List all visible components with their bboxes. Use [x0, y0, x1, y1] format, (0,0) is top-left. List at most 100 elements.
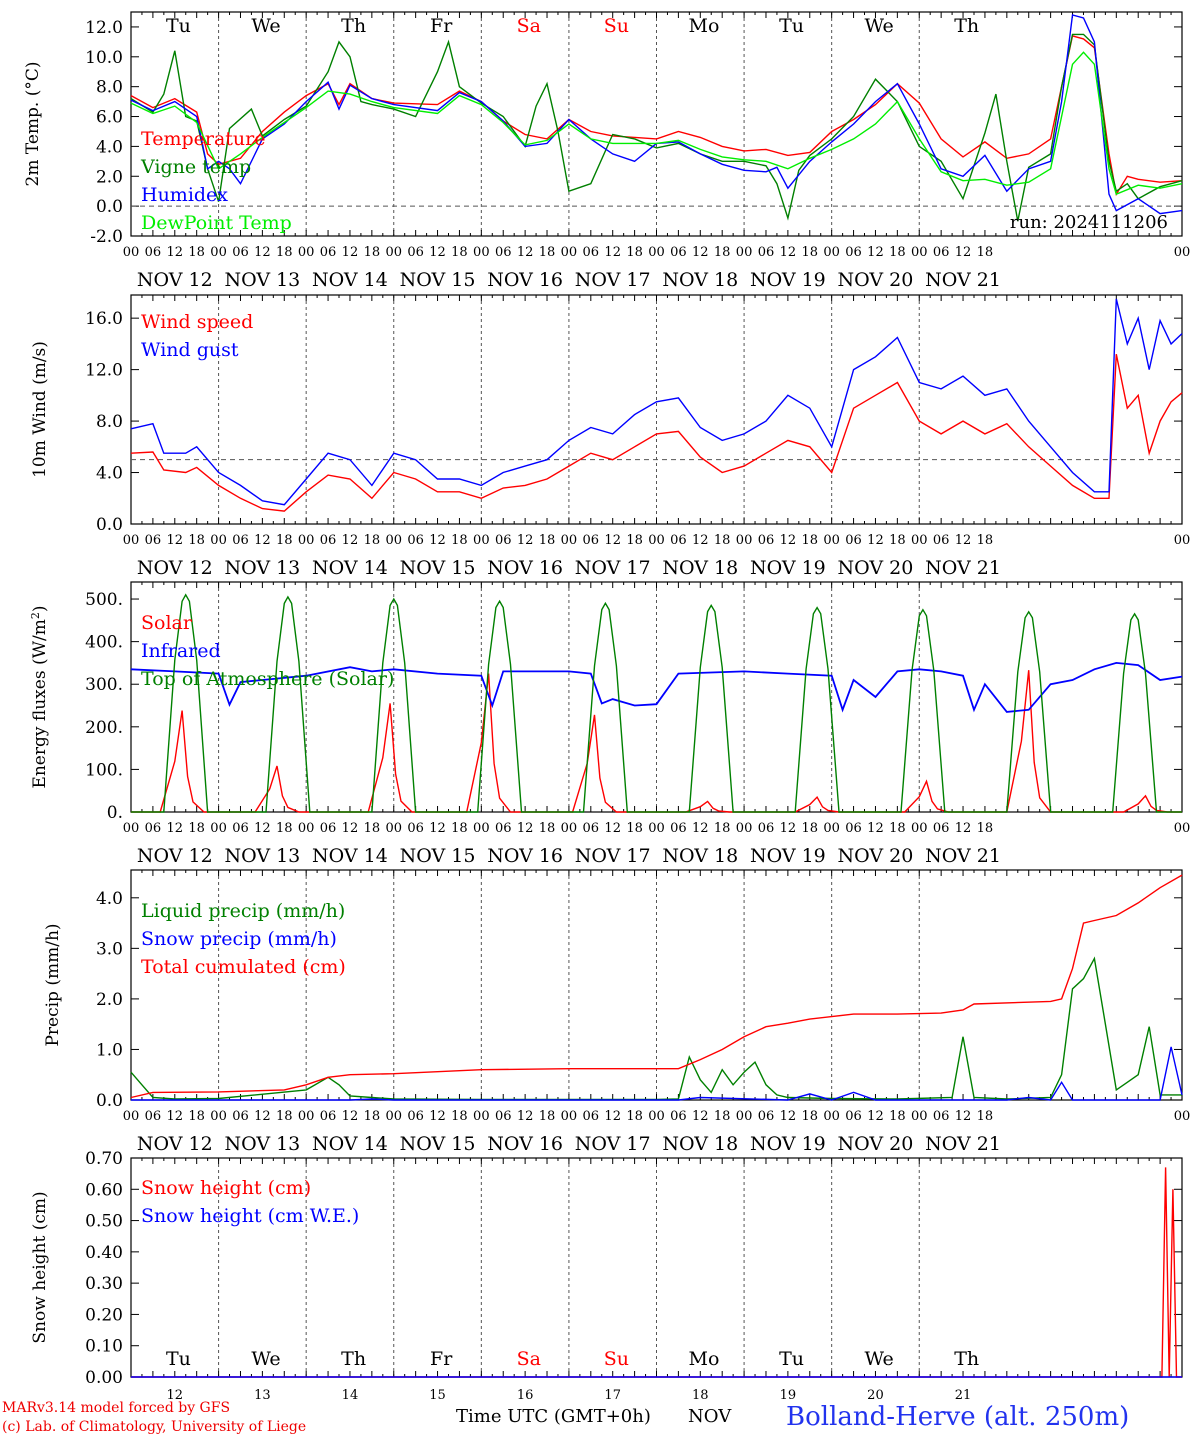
y-tick-label: 0.70 — [85, 1149, 123, 1169]
x-hour-label: 12 — [780, 821, 797, 836]
x-day-label: NOV 13 — [224, 557, 300, 579]
x-hour-label: 18 — [539, 1109, 556, 1124]
x-hour-label: 06 — [320, 533, 337, 548]
y-tick-label: 8.0 — [96, 412, 123, 432]
x-hour-label: 12 — [955, 1109, 972, 1124]
x-day-label: NOV 14 — [312, 269, 388, 291]
legend-entry: Solar — [141, 612, 193, 634]
x-hour-label: 12 — [867, 533, 884, 548]
x-hour-label: 00 — [123, 533, 140, 548]
x-hour-label: 06 — [232, 821, 249, 836]
y-tick-label: 500. — [85, 590, 123, 610]
x-hour-label: 06 — [933, 533, 950, 548]
x-hour-label: 06 — [145, 1109, 162, 1124]
x-day-label: NOV 21 — [925, 845, 1001, 867]
x-hour-label: 12 — [254, 821, 271, 836]
x-hour-label: 00 — [473, 1109, 490, 1124]
x-hour-label: 18 — [364, 533, 381, 548]
x-hour-label: 18 — [276, 821, 293, 836]
x-hour-label: 12 — [780, 1109, 797, 1124]
x-hour-label: 12 — [254, 533, 271, 548]
bottom-day-number: 20 — [867, 1388, 884, 1403]
time-axis-label: Time UTC (GMT+0h) — [456, 1406, 651, 1427]
x-hour-label: 00 — [210, 245, 227, 260]
x-hour-label: 12 — [867, 245, 884, 260]
weekday-label: Th — [954, 15, 979, 37]
bottom-day-number: 15 — [429, 1388, 446, 1403]
weekday-label: Su — [604, 1348, 629, 1370]
x-hour-label: 12 — [780, 533, 797, 548]
x-hour-label: 06 — [407, 1109, 424, 1124]
x-day-label: NOV 14 — [312, 557, 388, 579]
panel-3: 0. 100. 200. 300. 400. 500. Energy fluxes (W/m… — [29, 581, 1190, 867]
x-hour-label: 06 — [670, 821, 687, 836]
x-hour-label: 00 — [648, 533, 665, 548]
y-tick-label: 8.0 — [96, 78, 123, 98]
x-hour-label: 06 — [232, 245, 249, 260]
x-day-label: NOV 16 — [487, 557, 563, 579]
x-hour-label: 06 — [670, 533, 687, 548]
weekday-label: Fr — [430, 1348, 453, 1370]
x-hour-label: 06 — [407, 533, 424, 548]
x-hour-label: 06 — [758, 821, 775, 836]
y-tick-label: 12.0 — [85, 361, 123, 381]
legend-entry: DewPoint Temp — [141, 212, 292, 234]
x-hour-label: 12 — [167, 1109, 184, 1124]
y-tick-label: 0.60 — [85, 1180, 123, 1200]
x-hour-label: 06 — [933, 1109, 950, 1124]
x-hour-label: 18 — [977, 821, 994, 836]
panel-2: 0.0 4.0 8.0 12.0 16.0 10m Wind (m/s) Wind spee… — [30, 294, 1191, 579]
x-hour-label: 06 — [933, 821, 950, 836]
x-hour-label: 00 — [123, 821, 140, 836]
x-hour-label: 18 — [276, 533, 293, 548]
x-hour-label: 00 — [473, 245, 490, 260]
x-hour-label: 00 — [648, 1109, 665, 1124]
x-hour-label: 12 — [342, 1109, 359, 1124]
weekday-label: Th — [341, 1348, 366, 1370]
x-day-label: NOV 19 — [750, 557, 826, 579]
y-axis-title: 2m Temp. (°C) — [23, 61, 43, 186]
series-line — [131, 593, 1182, 813]
x-day-label: NOV 12 — [137, 845, 213, 867]
x-hour-label: 12 — [342, 533, 359, 548]
weekday-label: Th — [341, 15, 366, 37]
x-hour-label: 12 — [342, 821, 359, 836]
x-hour-label: 00 — [1174, 1109, 1191, 1124]
bottom-day-number: 18 — [692, 1388, 709, 1403]
x-day-label: NOV 18 — [662, 845, 738, 867]
weekday-label: Th — [954, 1348, 979, 1370]
y-tick-label: 1.0 — [96, 1040, 123, 1060]
x-hour-label: 00 — [736, 821, 753, 836]
x-hour-label: 12 — [955, 533, 972, 548]
x-hour-label: 18 — [801, 245, 818, 260]
x-hour-label: 12 — [254, 245, 271, 260]
series-line — [130, 874, 1183, 1099]
x-hour-label: 18 — [188, 821, 205, 836]
plot-frame — [130, 11, 1183, 237]
x-hour-label: 06 — [758, 1109, 775, 1124]
y-tick-label: 100. — [85, 760, 123, 780]
x-hour-label: 18 — [626, 245, 643, 260]
x-hour-label: 18 — [364, 1109, 381, 1124]
legend-entry: Snow height (cm) — [141, 1177, 311, 1199]
weekday-label: We — [251, 1348, 280, 1370]
x-hour-label: 06 — [145, 245, 162, 260]
x-hour-label: 00 — [823, 533, 840, 548]
x-hour-label: 18 — [626, 1109, 643, 1124]
x-hour-label: 18 — [539, 533, 556, 548]
series-line — [130, 354, 1183, 512]
x-hour-label: 12 — [955, 245, 972, 260]
x-hour-label: 18 — [889, 1109, 906, 1124]
x-hour-label: 18 — [714, 1109, 731, 1124]
weekday-label: Tu — [166, 15, 191, 37]
x-hour-label: 00 — [1174, 533, 1191, 548]
x-hour-label: 00 — [561, 1109, 578, 1124]
y-tick-label: 300. — [85, 675, 123, 695]
x-hour-label: 00 — [298, 533, 315, 548]
x-hour-label: 06 — [583, 245, 600, 260]
x-hour-label: 06 — [758, 533, 775, 548]
x-hour-label: 00 — [385, 533, 402, 548]
x-hour-label: 12 — [604, 1109, 621, 1124]
x-day-label: NOV 21 — [925, 269, 1001, 291]
x-hour-label: 18 — [977, 533, 994, 548]
